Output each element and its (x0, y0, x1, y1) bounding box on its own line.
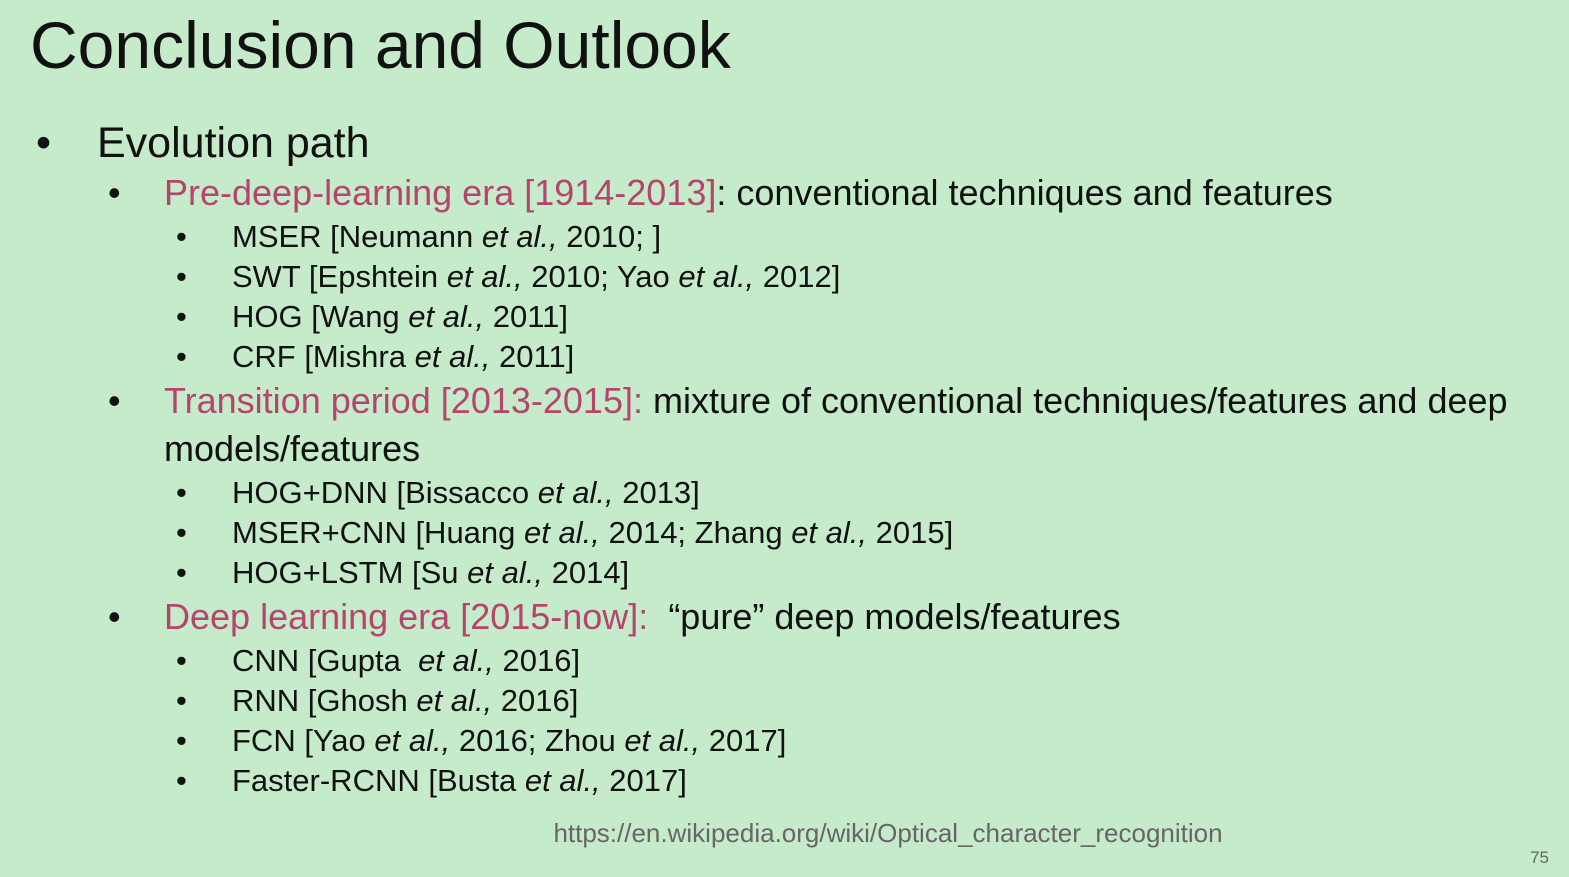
et-al: et al., (408, 299, 485, 334)
page-number: 75 (1530, 848, 1549, 867)
bullet: Evolution path (0, 117, 1569, 169)
et-al: et al., (414, 339, 491, 374)
era-label: Deep learning era [2015-now]: (164, 596, 649, 637)
et-al: et al., (418, 643, 494, 678)
reference-text: MSER+CNN [Huang (232, 515, 525, 550)
reference-item: CNN [Gupta et al., 2016] (0, 641, 1569, 681)
reference-item: HOG+DNN [Bissacco et al., 2013] (0, 473, 1569, 513)
reference-text: RNN [Ghosh (232, 683, 417, 718)
et-al: et al., (524, 763, 601, 798)
reference-text: 2011] (484, 299, 569, 334)
et-al: et al., (791, 515, 868, 550)
era-description: “pure” deep models/features (648, 596, 1121, 637)
reference-text: HOG [Wang (232, 299, 409, 334)
reference-text: 2011] (490, 339, 575, 374)
reference-text: 2017] (700, 723, 787, 758)
source-url: https://en.wikipedia.org/wiki/Optical_ch… (553, 818, 1223, 848)
reference-item: MSER+CNN [Huang et al., 2014; Zhang et a… (0, 513, 1569, 553)
reference-item: HOG+LSTM [Su et al., 2014] (0, 553, 1569, 593)
et-al: et al., (481, 219, 558, 254)
sub-bullet: Deep learning era [2015-now]: “pure” dee… (0, 593, 1569, 641)
reference-text: 2017] (600, 763, 687, 798)
reference-text: 2014; Zhang (599, 515, 792, 550)
et-al: et al., (678, 259, 755, 294)
reference-text: HOG+LSTM [Su (232, 555, 468, 590)
reference-item: HOG [Wang et al., 2011] (0, 297, 1569, 337)
et-al: et al., (537, 475, 614, 510)
et-al: et al., (467, 555, 543, 590)
et-al: et al., (374, 723, 451, 758)
reference-text: HOG+DNN [Bissacco (232, 475, 538, 510)
reference-item: SWT [Epshtein et al., 2010; Yao et al., … (0, 257, 1569, 297)
bullet-list: Evolution pathPre-deep-learning era [191… (0, 117, 1569, 801)
reference-text: Faster-RCNN [Busta (232, 763, 525, 798)
reference-text: FCN [Yao (232, 723, 375, 758)
reference-text: CRF [Mishra (232, 339, 415, 374)
reference-text: 2015] (867, 515, 954, 550)
et-al: et al., (416, 683, 493, 718)
reference-text: 2016] (493, 643, 581, 678)
reference-text: CNN [Gupta (232, 643, 419, 678)
reference-text: 2016] (492, 683, 579, 718)
sub-bullet: Pre-deep-learning era [1914-2013]: conve… (0, 169, 1569, 217)
era-label: Pre-deep-learning era [1914-2013] (164, 172, 717, 213)
slide-title: Conclusion and Outlook (30, 8, 731, 82)
era-description: : conventional techniques and features (716, 172, 1333, 213)
reference-text: SWT [Epshtein (232, 259, 447, 294)
era-label: Transition period [2013-2015]: (164, 380, 643, 421)
sub-bullet: Transition period [2013-2015]: mixture o… (0, 377, 1569, 473)
era-description: mixture of conventional techniques/featu… (164, 380, 1518, 469)
reference-item: Faster-RCNN [Busta et al., 2017] (0, 761, 1569, 801)
et-al: et al., (524, 515, 600, 550)
reference-text: MSER [Neumann (232, 219, 482, 254)
reference-item: CRF [Mishra et al., 2011] (0, 337, 1569, 377)
et-al: et al., (446, 259, 523, 294)
reference-text: 2010; Yao (522, 259, 679, 294)
reference-item: MSER [Neumann et al., 2010; ] (0, 217, 1569, 257)
reference-text: 2014] (542, 555, 630, 590)
reference-text: 2016; Zhou (450, 723, 625, 758)
et-al: et al., (624, 723, 701, 758)
reference-item: RNN [Ghosh et al., 2016] (0, 681, 1569, 721)
reference-text: 2012] (754, 259, 841, 294)
reference-text: 2010; ] (557, 219, 662, 254)
reference-item: FCN [Yao et al., 2016; Zhou et al., 2017… (0, 721, 1569, 761)
reference-text: 2013] (613, 475, 700, 510)
